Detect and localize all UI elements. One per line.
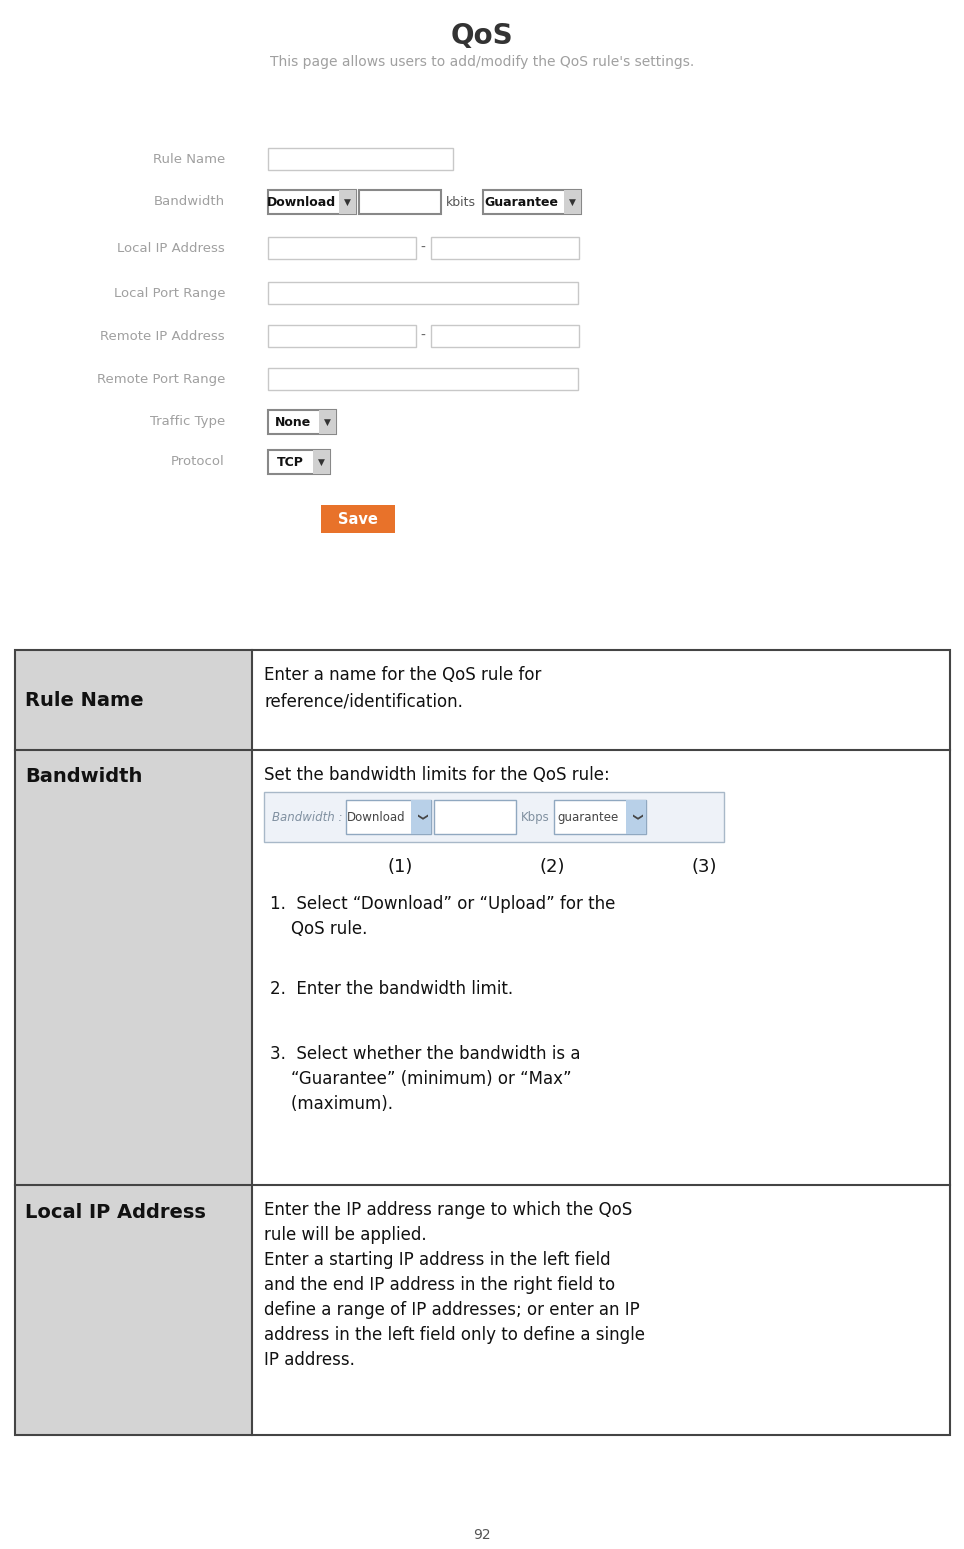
Text: Rule Name: Rule Name [25, 691, 144, 709]
Bar [15, 750, 252, 1185]
Bar [431, 237, 579, 259]
Bar [15, 1185, 252, 1434]
Text: Kbps: Kbps [521, 810, 549, 824]
Text: Save: Save [338, 511, 378, 527]
Text: Download: Download [266, 195, 335, 209]
Text: Enter a name for the QoS rule for
reference/identification.: Enter a name for the QoS rule for refere… [264, 666, 542, 711]
Text: ▼: ▼ [324, 418, 331, 426]
Bar [15, 651, 252, 750]
Bar [268, 282, 578, 304]
Bar [313, 451, 330, 474]
Bar [431, 325, 579, 347]
Text: -: - [420, 328, 425, 342]
Text: Bandwidth :: Bandwidth : [272, 810, 342, 824]
Text: TCP: TCP [277, 455, 304, 468]
Bar [268, 451, 330, 474]
Bar [268, 191, 356, 214]
Text: Protocol: Protocol [172, 454, 225, 468]
Bar [554, 799, 646, 833]
Text: (1): (1) [388, 858, 413, 877]
Bar [564, 191, 581, 214]
Bar [321, 505, 395, 533]
Text: ▼: ▼ [569, 198, 576, 206]
Bar [626, 799, 646, 833]
Bar [339, 191, 356, 214]
Text: ▼: ▼ [317, 457, 325, 466]
Text: Remote IP Address: Remote IP Address [100, 330, 225, 342]
Bar [264, 792, 724, 843]
Bar [15, 651, 950, 1434]
Text: Remote Port Range: Remote Port Range [96, 372, 225, 386]
Bar [268, 325, 416, 347]
Bar [359, 191, 441, 214]
Bar [346, 799, 431, 833]
Text: This page allows users to add/modify the QoS rule's settings.: This page allows users to add/modify the… [270, 56, 694, 70]
Text: Local IP Address: Local IP Address [25, 1204, 206, 1222]
Bar [319, 410, 336, 434]
Bar [268, 410, 336, 434]
Text: Bandwidth: Bandwidth [25, 767, 143, 785]
Text: (3): (3) [691, 858, 717, 877]
Text: Rule Name: Rule Name [152, 152, 225, 166]
Bar [434, 799, 516, 833]
Text: Guarantee: Guarantee [484, 195, 558, 209]
Bar [15, 651, 950, 1434]
Text: 92: 92 [473, 1527, 491, 1541]
Bar [268, 369, 578, 390]
Text: 1.  Select “Download” or “Upload” for the
    QoS rule.: 1. Select “Download” or “Upload” for the… [270, 895, 615, 939]
Text: Local Port Range: Local Port Range [114, 287, 225, 299]
Text: Local IP Address: Local IP Address [118, 242, 225, 254]
Text: 2.  Enter the bandwidth limit.: 2. Enter the bandwidth limit. [270, 981, 513, 998]
Text: Set the bandwidth limits for the QoS rule:: Set the bandwidth limits for the QoS rul… [264, 767, 610, 784]
Text: kbits: kbits [446, 195, 476, 209]
Bar [411, 799, 431, 833]
Bar [268, 149, 453, 170]
Text: Download: Download [347, 810, 405, 824]
Text: -: - [420, 242, 425, 256]
Bar [268, 237, 416, 259]
Text: Bandwidth: Bandwidth [154, 195, 225, 208]
Text: ▼: ▼ [343, 198, 351, 206]
Text: QoS: QoS [451, 22, 513, 50]
Text: guarantee: guarantee [557, 810, 619, 824]
Bar [483, 191, 581, 214]
Text: None: None [276, 415, 311, 429]
Text: Enter the IP address range to which the QoS
rule will be applied.
Enter a starti: Enter the IP address range to which the … [264, 1200, 645, 1369]
Text: ❯: ❯ [416, 813, 426, 821]
Text: ❯: ❯ [631, 813, 641, 821]
Text: (2): (2) [539, 858, 565, 877]
Text: Traffic Type: Traffic Type [149, 415, 225, 428]
Text: 3.  Select whether the bandwidth is a
    “Guarantee” (minimum) or “Max”
    (ma: 3. Select whether the bandwidth is a “Gu… [270, 1046, 580, 1114]
